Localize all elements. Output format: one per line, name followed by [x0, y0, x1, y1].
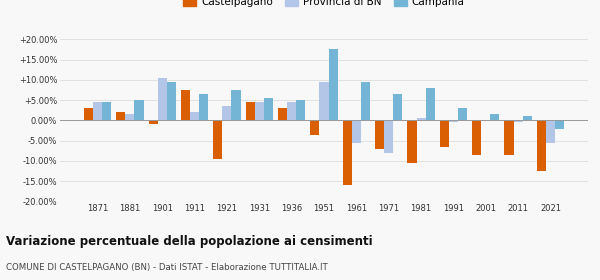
Bar: [93, 102, 102, 120]
Bar: [223, 106, 232, 120]
Legend: Castelpagano, Provincia di BN, Campania: Castelpagano, Provincia di BN, Campania: [179, 0, 469, 11]
Bar: [523, 116, 532, 120]
Bar: [472, 120, 481, 155]
Bar: [555, 120, 564, 129]
Bar: [287, 102, 296, 120]
Bar: [264, 98, 273, 120]
Bar: [416, 118, 425, 120]
Bar: [343, 120, 352, 185]
Text: COMUNE DI CASTELPAGANO (BN) - Dati ISTAT - Elaborazione TUTTITALIA.IT: COMUNE DI CASTELPAGANO (BN) - Dati ISTAT…: [6, 263, 328, 272]
Bar: [514, 120, 523, 122]
Bar: [449, 120, 458, 122]
Bar: [329, 49, 338, 120]
Bar: [458, 108, 467, 120]
Bar: [84, 108, 93, 120]
Bar: [546, 120, 555, 143]
Bar: [490, 114, 499, 120]
Bar: [440, 120, 449, 147]
Bar: [278, 108, 287, 120]
Bar: [181, 90, 190, 120]
Bar: [384, 120, 393, 153]
Bar: [319, 82, 329, 120]
Text: Variazione percentuale della popolazione ai censimenti: Variazione percentuale della popolazione…: [6, 235, 373, 248]
Bar: [375, 120, 384, 149]
Bar: [125, 114, 134, 120]
Bar: [167, 82, 176, 120]
Bar: [393, 94, 402, 120]
Bar: [116, 112, 125, 120]
Bar: [361, 82, 370, 120]
Bar: [232, 90, 241, 120]
Bar: [149, 120, 158, 124]
Bar: [407, 120, 416, 163]
Bar: [505, 120, 514, 155]
Bar: [199, 94, 208, 120]
Bar: [255, 102, 264, 120]
Bar: [214, 120, 223, 159]
Bar: [134, 100, 143, 120]
Bar: [158, 78, 167, 120]
Bar: [190, 112, 199, 120]
Bar: [246, 102, 255, 120]
Bar: [102, 102, 111, 120]
Bar: [537, 120, 546, 171]
Bar: [352, 120, 361, 143]
Bar: [425, 88, 434, 120]
Bar: [296, 100, 305, 120]
Bar: [310, 120, 319, 135]
